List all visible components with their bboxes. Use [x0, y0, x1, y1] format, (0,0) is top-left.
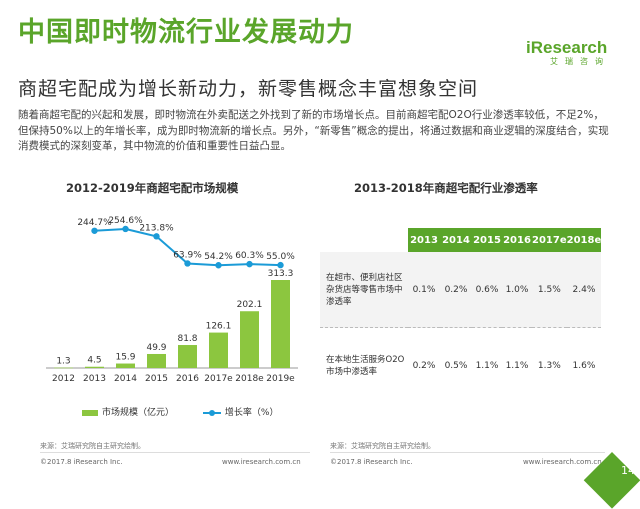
row-label: 在本地生活服务O2O市场中渗透率 — [320, 327, 408, 403]
bar-swatch-icon — [82, 409, 98, 416]
chart-legend: 市场规模（亿元） 增长率（%） — [82, 405, 278, 418]
x-tick-label: 2019e — [266, 374, 295, 384]
growth-label: 54.2% — [204, 252, 233, 262]
source-note-left: 来源：艾瑞研究院自主研究绘制。 — [40, 442, 145, 450]
x-tick-label: 2018e — [235, 374, 264, 384]
bar-value-label: 202.1 — [237, 300, 263, 310]
bar-value-label: 81.8 — [177, 334, 197, 344]
footer-copyright-right: ©2017.8 iResearch Inc. — [330, 458, 413, 466]
table-title: 2013-2018年商超宅配行业渗透率 — [354, 181, 538, 195]
bar — [116, 363, 135, 368]
legend-line-label: 增长率（%） — [224, 408, 279, 418]
footer-url-left: www.iresearch.com.cn — [222, 458, 301, 466]
footer-copyright-left: ©2017.8 iResearch Inc. — [40, 458, 123, 466]
growth-point — [153, 233, 160, 240]
page-title: 中国即时物流行业发展动力 — [18, 17, 354, 48]
x-tick-label: 2014 — [114, 374, 137, 384]
table-header-cell: 2017e — [532, 228, 567, 252]
growth-label: 213.8% — [139, 223, 174, 233]
bar-value-label: 313.3 — [268, 269, 294, 279]
table-cell: 1.3% — [532, 327, 567, 403]
iresearch-logo: iResearch 艾瑞咨询 — [526, 38, 626, 67]
table-header-cell: 2016 — [502, 228, 532, 252]
table-header-cell: 2014 — [440, 228, 472, 252]
x-tick-label: 2013 — [83, 374, 106, 384]
x-tick-label: 2016 — [176, 374, 199, 384]
logo-subtext: 艾瑞咨询 — [550, 57, 610, 66]
bar-value-label: 1.3 — [56, 357, 70, 367]
table-row: 在超市、便利店社区杂货店等零售市场中渗透率 0.1% 0.2% 0.6% 1.0… — [320, 252, 602, 328]
bar — [54, 367, 73, 369]
growth-point — [246, 260, 253, 268]
growth-point — [91, 227, 98, 234]
bar — [147, 353, 166, 368]
market-size-chart: 1.3 2012 4.5 2013 15.9 2014 49.9 2015 81.8 2016 12… — [46, 216, 298, 384]
x-tick-label: 2012 — [52, 374, 75, 384]
growth-label: 55.0% — [266, 252, 295, 262]
growth-point — [277, 261, 284, 269]
growth-label: 63.9% — [173, 250, 202, 260]
bar — [85, 366, 104, 368]
legend-bar-label: 市场规模（亿元） — [102, 408, 175, 418]
table-header-cell: 2018e — [566, 228, 602, 252]
growth-point — [122, 225, 129, 233]
growth-label: 254.6% — [108, 216, 143, 226]
legend-bar: 市场规模（亿元） — [82, 408, 174, 418]
table-row: 在本地生活服务O2O市场中渗透率 0.2% 0.5% 1.1% 1.1% 1.3… — [320, 327, 602, 403]
table-cell: 1.5% — [532, 252, 567, 328]
footer-divider-left — [40, 452, 310, 453]
table-header-cell: 2015 — [472, 228, 502, 252]
table-header-cell: 2013 — [408, 228, 440, 252]
line-marker-icon — [202, 409, 221, 416]
growth-point — [184, 260, 191, 267]
bar — [209, 332, 228, 368]
bar-value-label: 126.1 — [206, 322, 232, 332]
footer-divider-right — [330, 452, 605, 453]
page-subtitle: 商超宅配成为增长新动力，新零售概念丰富想象空间 — [18, 78, 479, 100]
table-header-row: 2013 2014 2015 2016 2017e 2018e — [320, 228, 602, 252]
table-cell: 0.6% — [472, 252, 502, 328]
logo-text: iResearch — [526, 38, 608, 57]
bar — [240, 311, 259, 368]
row-label: 在超市、便利店社区杂货店等零售市场中渗透率 — [320, 252, 408, 328]
table-cell: 1.1% — [472, 327, 502, 403]
table-cell: 2.4% — [566, 252, 602, 328]
intro-paragraph: 随着商超宅配的兴起和发展，即时物流在外卖配送之外找到了新的市场增长点。目前商超宅… — [18, 109, 609, 152]
growth-label: 244.7% — [77, 218, 112, 228]
page-number: 14 — [621, 464, 635, 477]
bar-value-label: 49.9 — [146, 343, 166, 353]
source-note-right: 来源：艾瑞研究院自主研究绘制。 — [330, 442, 435, 450]
table-cell: 1.0% — [502, 252, 532, 328]
bar-value-label: 15.9 — [115, 353, 135, 363]
bar — [178, 345, 197, 368]
table-cell: 0.2% — [408, 327, 440, 403]
growth-label: 60.3% — [235, 251, 264, 261]
table-header-cell — [320, 228, 408, 252]
bar — [271, 280, 290, 368]
footer-url-right: www.iresearch.com.cn — [523, 458, 602, 466]
growth-point — [215, 262, 222, 269]
table-cell: 0.5% — [440, 327, 472, 403]
table-cell: 1.1% — [502, 327, 532, 403]
legend-line: 增长率（%） — [202, 408, 279, 418]
chart-title: 2012-2019年商超宅配市场规模 — [66, 181, 239, 195]
table-cell: 0.1% — [408, 252, 440, 328]
table-cell: 1.6% — [566, 327, 602, 403]
penetration-table: 2013 2014 2015 2016 2017e 2018e 在超市、便利店社… — [320, 228, 602, 403]
x-tick-label: 2015 — [145, 374, 168, 384]
bar-value-label: 4.5 — [87, 356, 101, 366]
x-tick-label: 2017e — [204, 374, 233, 384]
table-cell: 0.2% — [440, 252, 472, 328]
